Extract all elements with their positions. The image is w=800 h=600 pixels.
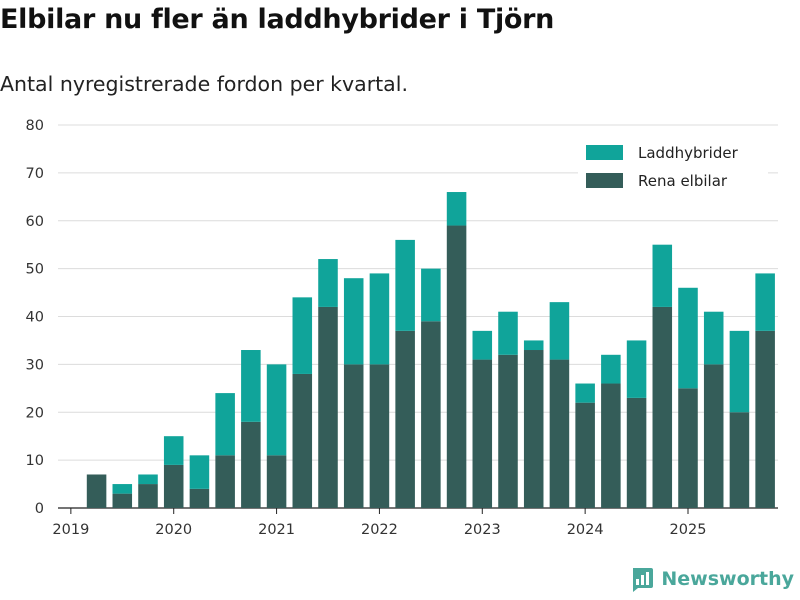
bar-rena-elbilar xyxy=(369,364,390,508)
bar-laddhybrider xyxy=(343,278,364,365)
bar-laddhybrider xyxy=(318,259,338,307)
bar-rena-elbilar xyxy=(703,364,724,508)
bar-laddhybrider xyxy=(498,311,518,355)
bar-laddhybrider xyxy=(678,287,698,389)
bar-laddhybrider xyxy=(241,350,261,422)
bar-rena-elbilar xyxy=(86,474,107,508)
bar-laddhybrider xyxy=(601,354,621,384)
x-axis: 2019 2020 2021 2022 2023 2024 2025 xyxy=(52,508,706,538)
y-tick-label: 60 xyxy=(26,214,44,230)
bar-laddhybrider xyxy=(626,340,647,398)
legend-swatch xyxy=(586,173,623,188)
brand-logo: Newsworthy xyxy=(629,566,794,592)
bar-rena-elbilar xyxy=(652,306,673,508)
y-tick-label: 70 xyxy=(26,166,44,182)
bar-laddhybrider xyxy=(112,484,133,494)
legend-swatch xyxy=(586,145,623,160)
chart-subtitle: Antal nyregistrerade fordon per kvartal. xyxy=(0,72,408,96)
bar-laddhybrider xyxy=(472,330,493,360)
bar-laddhybrider xyxy=(215,393,235,456)
bar-rena-elbilar xyxy=(189,488,210,508)
bar-rena-elbilar xyxy=(755,330,775,508)
bar-rena-elbilar xyxy=(575,402,595,508)
bar-laddhybrider xyxy=(523,340,544,351)
bar-rena-elbilar xyxy=(421,321,441,508)
bar-rena-elbilar xyxy=(523,350,544,508)
bar-laddhybrider xyxy=(266,364,287,456)
chart-title: Elbilar nu fler än laddhybrider i Tjörn xyxy=(0,4,555,35)
bar-laddhybrider xyxy=(703,311,724,365)
bar-rena-elbilar xyxy=(318,306,338,508)
bar-rena-elbilar xyxy=(163,464,184,508)
bar-rena-elbilar xyxy=(266,455,287,508)
x-tick-label: 2020 xyxy=(155,522,192,538)
y-tick-label: 20 xyxy=(26,405,44,421)
bar-laddhybrider xyxy=(549,302,570,360)
x-tick-label: 2023 xyxy=(464,522,501,538)
bars xyxy=(86,192,775,508)
bar-laddhybrider xyxy=(729,330,750,413)
bar-rena-elbilar xyxy=(678,388,698,508)
bar-rena-elbilar xyxy=(343,364,364,508)
x-tick-label: 2025 xyxy=(670,522,707,538)
legend-label: Laddhybrider xyxy=(638,144,739,162)
legend-label: Rena elbilar xyxy=(638,172,728,190)
legend: Laddhybrider Rena elbilar xyxy=(578,137,768,195)
bar-rena-elbilar xyxy=(626,397,647,508)
y-tick-label: 10 xyxy=(26,453,44,469)
bar-rena-elbilar xyxy=(395,330,415,508)
bar-rena-elbilar xyxy=(138,484,158,508)
bar-laddhybrider xyxy=(755,273,775,331)
bar-laddhybrider xyxy=(292,297,313,374)
bar-rena-elbilar xyxy=(241,421,261,508)
bar-rena-elbilar xyxy=(472,359,493,508)
bar-rena-elbilar xyxy=(215,455,235,508)
bar-laddhybrider xyxy=(575,383,595,403)
brand-name: Newsworthy xyxy=(661,568,794,590)
bar-laddhybrider xyxy=(138,474,158,485)
y-tick-label: 0 xyxy=(35,501,44,517)
bar-rena-elbilar xyxy=(292,373,313,508)
y-tick-label: 80 xyxy=(26,118,44,134)
x-tick-label: 2022 xyxy=(361,522,398,538)
y-tick-label: 50 xyxy=(26,262,44,278)
bar-laddhybrider xyxy=(652,244,673,307)
bar-rena-elbilar xyxy=(498,354,518,508)
bar-laddhybrider xyxy=(163,436,184,465)
bar-laddhybrider xyxy=(369,273,390,365)
bar-laddhybrider xyxy=(421,268,441,322)
x-tick-label: 2021 xyxy=(258,522,295,538)
x-tick-label: 2019 xyxy=(52,522,89,538)
x-tick-label: 2024 xyxy=(567,522,604,538)
y-tick-label: 40 xyxy=(26,310,44,326)
bar-rena-elbilar xyxy=(549,359,570,508)
y-axis-ticks: 0 10 20 30 40 50 60 70 80 xyxy=(26,118,44,517)
bar-laddhybrider xyxy=(189,455,210,489)
bar-laddhybrider xyxy=(446,192,467,226)
bar-rena-elbilar xyxy=(446,225,467,508)
y-tick-label: 30 xyxy=(26,357,44,373)
bar-laddhybrider xyxy=(395,239,415,331)
bar-rena-elbilar xyxy=(729,412,750,508)
bar-rena-elbilar xyxy=(601,383,621,508)
bar-rena-elbilar xyxy=(112,493,133,508)
newsworthy-logo-icon xyxy=(633,568,654,592)
